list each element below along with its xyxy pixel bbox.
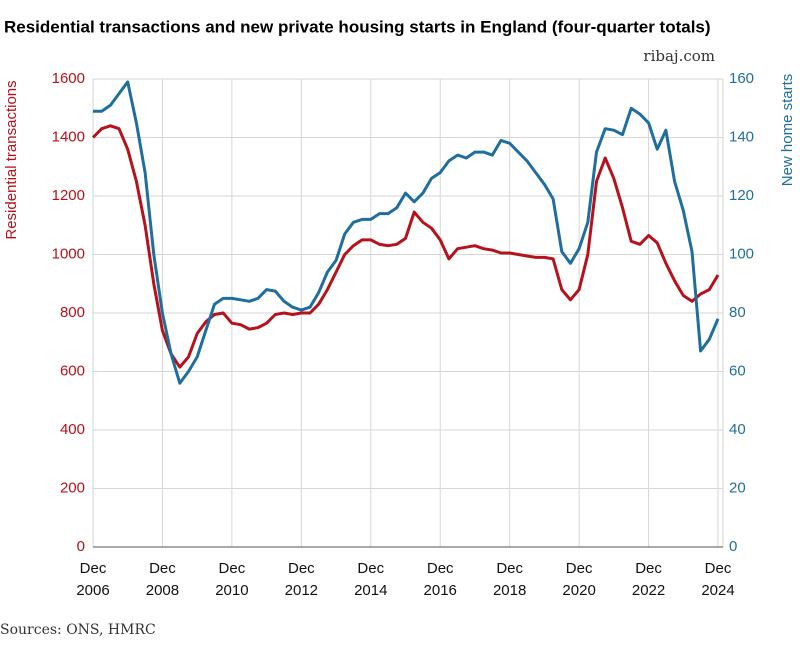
x-tick-label: Dec 2008 <box>146 560 179 599</box>
y-tick-label: 0 <box>77 538 85 555</box>
y2-tick-label: 140 <box>729 128 754 145</box>
series-line <box>93 80 720 385</box>
y2-tick-label: 160 <box>729 70 754 87</box>
x-tick-label: Dec 2020 <box>562 560 595 599</box>
y-tick-label: 800 <box>60 304 85 321</box>
x-tick-label: Dec 2016 <box>424 560 457 599</box>
x-tick-label: Dec 2010 <box>215 560 248 599</box>
y-axis-label: Residential transactions <box>3 80 20 239</box>
y-tick-label: 1000 <box>52 245 85 262</box>
y2-axis-label: New home starts <box>779 74 796 187</box>
y-tick-label: 1200 <box>52 187 85 204</box>
y2-tick-label: 120 <box>729 187 754 204</box>
x-tick-label: Dec 2024 <box>701 560 734 599</box>
chart-title: Residential transactions and new private… <box>4 17 711 36</box>
y2-tick-label: 60 <box>729 362 746 379</box>
subtitle: ribaj.com <box>643 47 715 65</box>
x-tick-label: Dec 2014 <box>354 560 387 599</box>
y-tick-label: 1600 <box>52 70 85 87</box>
x-tick-label: Dec 2018 <box>493 560 526 599</box>
y2-tick-label: 100 <box>729 245 754 262</box>
source: Sources: ONS, HMRC <box>0 622 156 638</box>
y-tick-label: 400 <box>60 421 85 438</box>
y-tick-label: 1400 <box>52 128 85 145</box>
x-tick-label: Dec 2022 <box>632 560 665 599</box>
y2-tick-label: 80 <box>729 304 746 321</box>
y-tick-label: 600 <box>60 362 85 379</box>
x-tick-label: Dec 2006 <box>76 560 109 599</box>
y2-tick-label: 20 <box>729 479 746 496</box>
y-tick-label: 200 <box>60 479 85 496</box>
y2-tick-label: 0 <box>729 538 737 555</box>
series-line <box>91 124 720 369</box>
x-tick-label: Dec 2012 <box>285 560 318 599</box>
y2-tick-label: 40 <box>729 421 746 438</box>
